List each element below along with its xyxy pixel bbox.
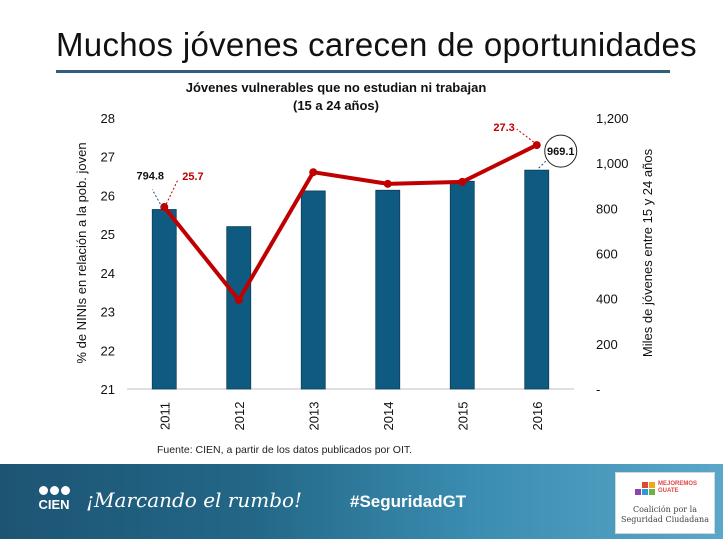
y-left-tick-label: 27 [101, 150, 115, 165]
y-left-tick-label: 26 [101, 188, 115, 203]
bar [226, 226, 252, 390]
line-label-leader [165, 178, 179, 205]
bar [524, 169, 550, 390]
y-axis-left-label: % de NINIs en relación a la pob. joven [74, 142, 89, 363]
y-right-tick-label: - [596, 382, 600, 397]
title-divider [56, 70, 670, 73]
slide-title: Muchos jóvenes carecen de oportunidades [56, 26, 697, 63]
line-point [234, 295, 243, 304]
partner-logo: MEJOREMOS GUATE Coalición por la Segurid… [615, 472, 715, 534]
slogan: ¡Marcando el rumbo! [86, 488, 303, 512]
logo-text: CIEN [38, 497, 70, 512]
partner-tag: MEJOREMOS GUATE [658, 481, 698, 494]
logo-dots [36, 486, 72, 495]
source-note: Fuente: CIEN, a partir de los datos publ… [157, 444, 413, 456]
line-data-label: 25.7 [182, 171, 203, 183]
footer-banner: CIEN ¡Marcando el rumbo! #SeguridadGT ME… [0, 464, 723, 539]
line-point [532, 141, 541, 150]
x-tick-label: 2012 [232, 402, 247, 431]
y-left-tick-label: 21 [101, 382, 115, 397]
y-left-tick-label: 25 [101, 227, 115, 242]
y-left-tick-label: 23 [101, 305, 115, 320]
bar [300, 190, 326, 390]
partner-emblem-icon [635, 482, 655, 495]
line-series [162, 143, 538, 302]
y-right-tick-label: 1,000 [596, 156, 629, 171]
bar-data-label: 794.8 [136, 171, 164, 183]
cien-logo: CIEN [36, 486, 72, 520]
chart-background [57, 80, 639, 440]
line-point [160, 203, 169, 212]
y-axis-right-label: Miles de jóvenes entre 15 y 24 años [640, 148, 655, 357]
line-point [458, 177, 467, 186]
y-right-tick-label: 400 [596, 292, 618, 307]
y-right-tick-label: 200 [596, 337, 618, 352]
line-point [309, 168, 318, 177]
chart-subtitle: (15 a 24 años) [293, 98, 379, 113]
bar [375, 189, 401, 390]
highlight-circle [544, 134, 578, 168]
x-tick-label: 2016 [530, 402, 545, 431]
y-left-tick-label: 22 [101, 343, 115, 358]
x-tick-label: 2015 [455, 402, 470, 431]
bar-data-label: 969.1 [547, 146, 575, 158]
bar-label-leader [151, 189, 163, 208]
x-tick-label: 2014 [381, 402, 396, 431]
plot-area: 21 22 23 24 25 26 27 28 - 200 400 600 800 1,000 1,200 2… [101, 111, 629, 430]
bar [449, 180, 475, 390]
y-right-tick-label: 600 [596, 247, 618, 262]
nini-chart: Jóvenes vulnerables que no estudian ni t… [57, 80, 655, 440]
line-label-leader [516, 128, 535, 143]
hashtag: #SeguridadGT [350, 492, 467, 511]
y-left-tick-label: 28 [101, 111, 115, 126]
line-point [383, 179, 392, 188]
chart-title: Jóvenes vulnerables que no estudian ni t… [186, 80, 487, 95]
y-right-tick-label: 1,200 [596, 111, 629, 126]
y-right-tick-label: 800 [596, 201, 618, 216]
x-tick-label: 2011 [157, 402, 172, 430]
partner-name: Coalición por la Seguridad Ciudadana [621, 505, 709, 524]
x-tick-label: 2013 [306, 402, 321, 431]
y-left-tick-label: 24 [101, 266, 115, 281]
line-data-label: 27.3 [493, 122, 514, 134]
bar [151, 209, 177, 390]
